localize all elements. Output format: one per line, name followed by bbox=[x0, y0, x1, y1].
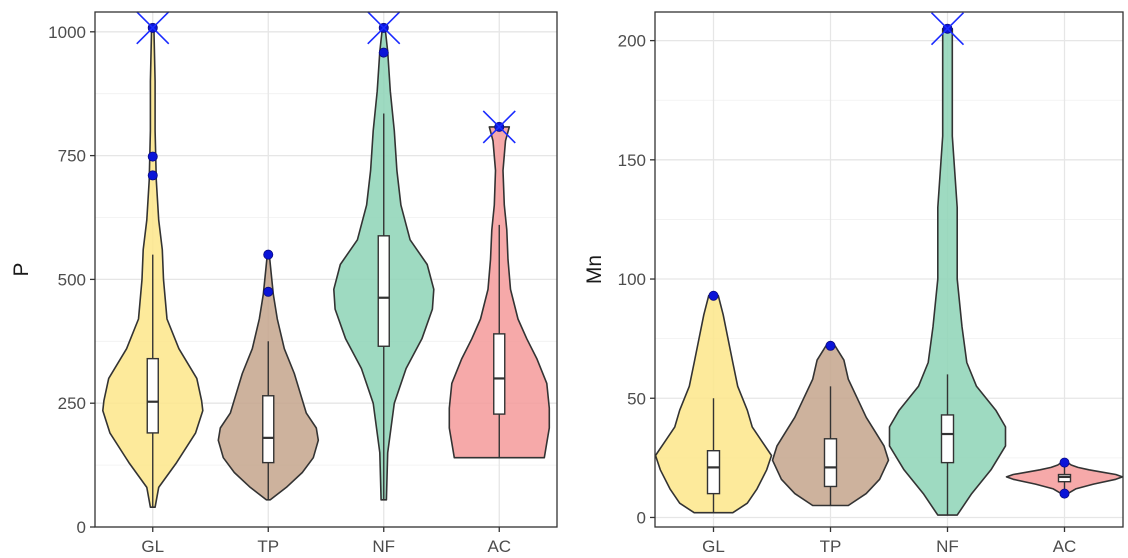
panel-border bbox=[94, 11, 558, 528]
box-ac bbox=[1057, 473, 1072, 483]
outlier-point bbox=[1059, 457, 1070, 468]
outlier-point bbox=[147, 151, 158, 162]
x-tick-label: AC bbox=[1053, 537, 1077, 556]
y-tick-label: 0 bbox=[77, 518, 86, 537]
box-nf bbox=[940, 414, 955, 464]
x-tick-label: TP bbox=[257, 537, 279, 556]
outlier-point bbox=[1059, 488, 1070, 499]
box-gl bbox=[146, 357, 159, 434]
violin-panel-p: 0 250 500 750 1000 GL TP NF AC P bbox=[10, 11, 558, 556]
x-tick-label: AC bbox=[487, 537, 511, 556]
y-tick-label: 100 bbox=[618, 270, 646, 289]
outlier-point bbox=[263, 286, 274, 297]
y-tick-label: 1000 bbox=[48, 23, 86, 42]
extreme-marker bbox=[482, 110, 516, 144]
y-tick-label: 500 bbox=[58, 270, 86, 289]
x-tick-label: NF bbox=[936, 537, 959, 556]
outlier-point bbox=[378, 47, 389, 58]
x-tick-label: GL bbox=[702, 537, 725, 556]
y-tick-label: 200 bbox=[618, 32, 646, 51]
x-tick-label: NF bbox=[372, 537, 395, 556]
y-axis-title: P bbox=[10, 262, 33, 276]
outlier-point bbox=[263, 249, 274, 260]
extreme-marker bbox=[930, 12, 965, 46]
y-tick-label: 750 bbox=[58, 147, 86, 166]
box-nf bbox=[377, 235, 390, 347]
panel-border bbox=[654, 11, 1124, 528]
outlier-point bbox=[825, 340, 836, 351]
y-tick-label: 50 bbox=[627, 389, 646, 408]
y-axis-title: Mn bbox=[583, 255, 606, 284]
box-tp bbox=[823, 438, 838, 488]
box-gl bbox=[706, 450, 721, 495]
y-tick-label: 150 bbox=[618, 151, 646, 170]
x-tick-label: GL bbox=[141, 537, 164, 556]
violin-panel-mn: 0 50 100 150 200 GL TP NF AC Mn bbox=[583, 11, 1124, 556]
y-tick-label: 0 bbox=[637, 508, 646, 527]
extreme-marker bbox=[136, 11, 170, 45]
outlier-point bbox=[708, 290, 719, 301]
y-tick-label: 250 bbox=[58, 394, 86, 413]
x-tick-label: TP bbox=[820, 537, 842, 556]
box-ac bbox=[493, 333, 506, 415]
box-tp bbox=[262, 395, 275, 464]
outlier-point bbox=[147, 170, 158, 181]
extreme-marker bbox=[367, 11, 401, 45]
